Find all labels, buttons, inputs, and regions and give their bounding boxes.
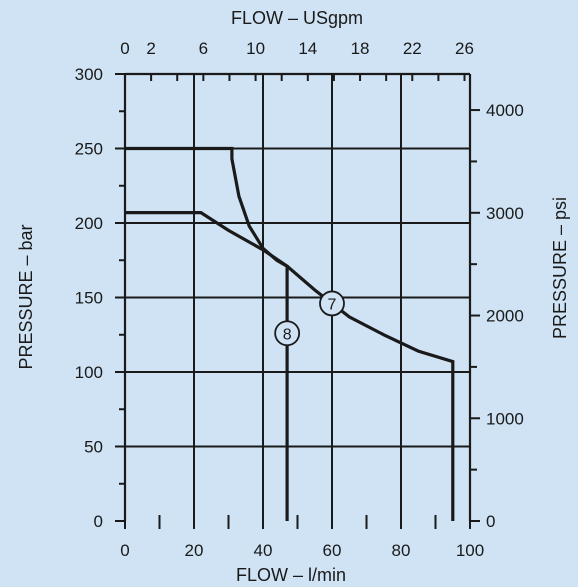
x-top-tick-label: 26: [455, 39, 474, 58]
curve-markers: 78: [274, 290, 345, 347]
x-top-tick-label: 10: [246, 39, 265, 58]
x-bottom-tick-label: 60: [323, 541, 342, 560]
y-right-axis-title: PRESSURE – psi: [550, 197, 570, 339]
x-bottom-axis-title: FLOW – l/min: [236, 565, 346, 585]
curves: [125, 146, 455, 521]
y-right-tick-label: 2000: [486, 307, 524, 326]
curve-marker-7: [319, 290, 345, 317]
y-right-tick-label: 1000: [486, 409, 524, 428]
x-top-tick-label: 2: [146, 39, 155, 58]
y-left-tick-label: 250: [75, 140, 103, 159]
y-left-tick-label: 0: [94, 512, 103, 531]
x-bottom-tick-label: 80: [392, 541, 411, 560]
y-left-tick-label: 300: [75, 65, 103, 84]
x-top-tick-label: 14: [298, 39, 317, 58]
axis-ticks: [115, 73, 480, 529]
curve-7: [125, 211, 455, 521]
x-bottom-tick-label: 40: [254, 541, 273, 560]
curve-marker-8: [274, 320, 301, 347]
y-right-tick-label: 4000: [486, 101, 524, 120]
y-left-axis-title: PRESSURE – bar: [16, 224, 36, 369]
x-bottom-tick-label: 0: [120, 541, 129, 560]
y-right-tick-label: 0: [486, 512, 495, 531]
y-left-tick-label: 100: [75, 363, 103, 382]
x-bottom-tick-label: 20: [185, 541, 204, 560]
curve-8: [125, 146, 289, 521]
y-left-tick-label: 200: [75, 214, 103, 233]
x-bottom-tick-label: 100: [456, 541, 484, 560]
curve-marker-label-8: 8: [283, 326, 292, 343]
y-right-tick-label: 3000: [486, 204, 524, 223]
y-left-tick-label: 50: [84, 438, 103, 457]
x-top-tick-label: 6: [199, 39, 208, 58]
x-top-axis-title: FLOW – USgpm: [231, 8, 363, 28]
grid-layer: [125, 74, 470, 521]
y-left-tick-label: 150: [75, 289, 103, 308]
curve-marker-label-7: 7: [328, 296, 337, 313]
x-top-tick-label: 0: [120, 39, 129, 58]
x-top-tick-label: 22: [403, 39, 422, 58]
x-top-tick-label: 18: [351, 39, 370, 58]
